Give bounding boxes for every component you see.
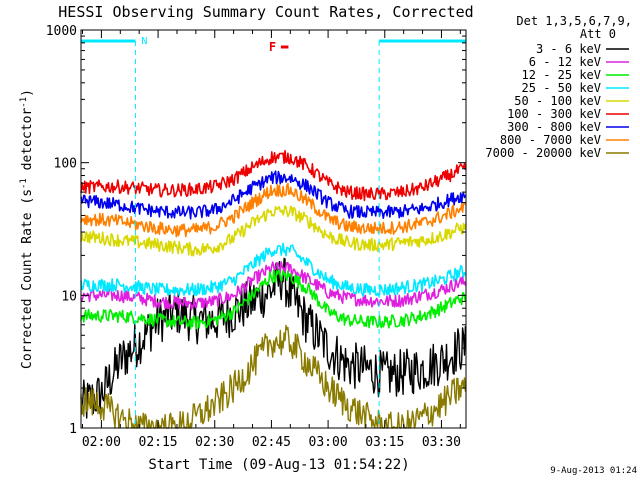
series-line-2 [80, 261, 467, 311]
x-tick-label: 03:15 [365, 435, 404, 450]
x-tick-label: 03:30 [422, 435, 461, 450]
series-line-7 [80, 170, 467, 220]
series-line-4 [80, 242, 467, 297]
series-line-6 [80, 149, 467, 202]
timestamp: 9-Aug-2013 01:24 [550, 466, 637, 476]
y-axis-label: Corrected Count Rate (s-1 detector-1) [19, 89, 35, 369]
night-label: N [141, 36, 147, 47]
y-tick-label: 10 [61, 289, 77, 304]
x-tick-label: 02:30 [195, 435, 234, 450]
legend-entry-label: 25 - 50 keV [522, 81, 601, 95]
plot-frame [80, 29, 467, 429]
x-axis-label: Start Time (09-Aug-13 01:54:22) [148, 457, 409, 473]
series-line-8 [80, 182, 466, 238]
legend-entry-label: 800 - 7000 keV [500, 133, 601, 147]
y-tick-label: 1 [69, 422, 77, 437]
series-line-1 [80, 257, 467, 419]
series-line-5 [80, 205, 467, 257]
y-tick-label: 1000 [46, 24, 77, 39]
legend-header: Det 1,3,5,6,7,9, [516, 14, 632, 28]
x-axis: 02:00 02:15 02:30 02:45 03:00 03:15 03:30 [82, 30, 461, 450]
legend-entry-label: 12 - 25 keV [522, 68, 601, 82]
y-tick-label: 100 [54, 157, 77, 172]
x-tick-label: 02:15 [139, 435, 178, 450]
legend-entry-label: 100 - 300 keV [507, 107, 601, 121]
plot-series-group [80, 149, 467, 429]
flare-label: F [269, 40, 276, 54]
y-axis: 1 10 100 1000 [46, 24, 466, 437]
legend-header: Att 0 [580, 27, 616, 41]
x-tick-label: 03:00 [309, 435, 348, 450]
series-line-9 [80, 324, 467, 429]
x-tick-label: 02:00 [82, 435, 121, 450]
x-tick-label: 02:45 [252, 435, 291, 450]
legend-entry-label: 3 - 6 keV [536, 42, 601, 56]
legend-entry-label: 300 - 800 keV [507, 120, 601, 134]
chart-title: HESSI Observing Summary Count Rates, Cor… [58, 3, 473, 21]
legend-entry-label: 7000 - 20000 keV [485, 146, 601, 160]
legend-entry-label: 6 - 12 keV [529, 55, 601, 69]
legend-entry-label: 50 - 100 keV [514, 94, 601, 108]
series-line-3 [80, 269, 467, 330]
